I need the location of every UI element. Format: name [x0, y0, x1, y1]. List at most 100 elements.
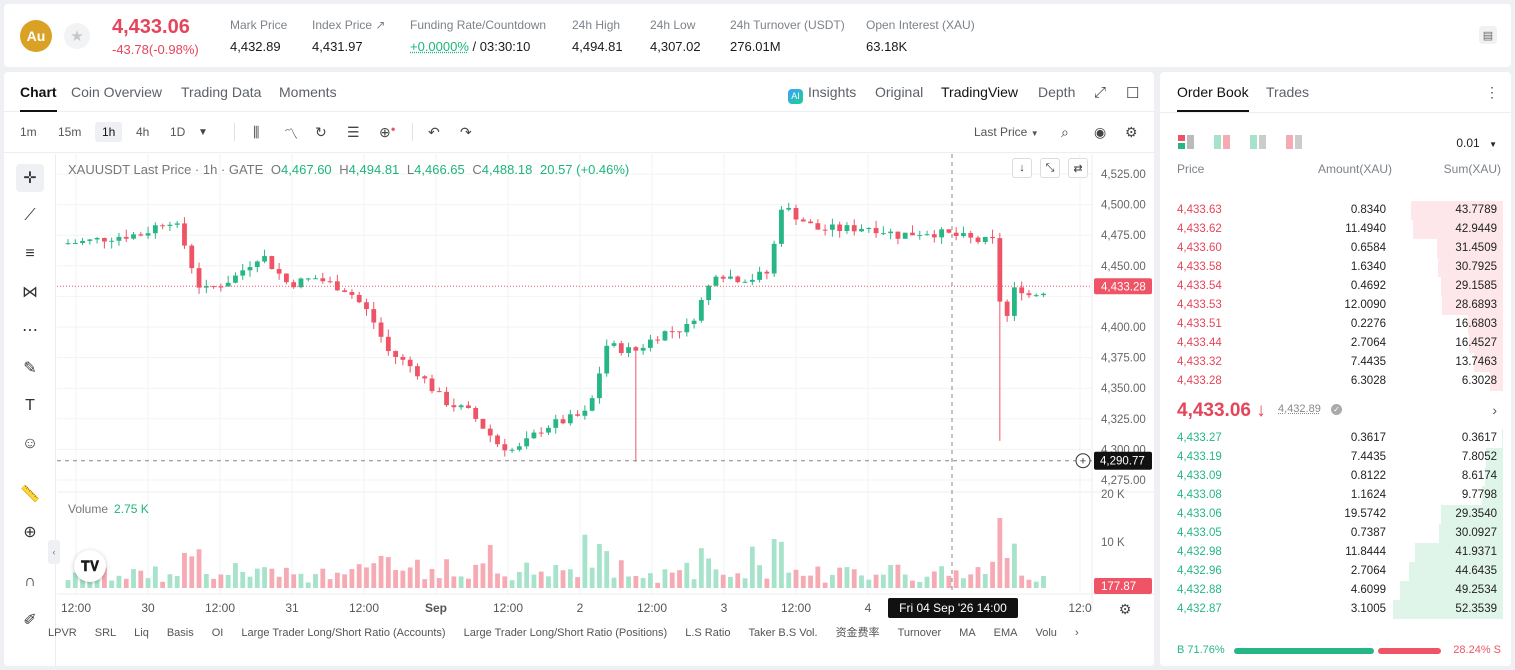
bid-row[interactable]: 4,433.08 1.1624 9.7798 [1160, 486, 1511, 505]
book-both-layout-icon[interactable] [1178, 135, 1194, 149]
ask-row[interactable]: 4,433.62 11.4940 42.9449 [1160, 220, 1511, 239]
crosshair-icon[interactable]: ✛ [16, 164, 44, 192]
add-alert-icon[interactable]: ⊕● [379, 124, 396, 140]
indicator-item[interactable]: Large Trader Long/Short Ratio (Positions… [463, 627, 668, 639]
tab-moments[interactable]: Moments [279, 84, 337, 100]
emoji-icon[interactable]: ☺ [21, 435, 39, 452]
bid-row[interactable]: 4,432.88 4.6099 49.2534 [1160, 581, 1511, 600]
indicator-item[interactable]: Turnover [897, 627, 942, 639]
window-icon[interactable]: ☐ [1126, 85, 1140, 102]
indicator-item[interactable]: OI [211, 627, 224, 639]
view-original[interactable]: Original [875, 84, 924, 100]
view-tradingview[interactable]: TradingView [941, 84, 1019, 100]
projection-icon[interactable]: ⋯ [22, 322, 38, 339]
view-depth[interactable]: Depth [1038, 84, 1076, 100]
ask-row[interactable]: 4,433.51 0.2276 16.6803 [1160, 315, 1511, 334]
redo-icon[interactable]: ↷ [460, 124, 472, 140]
timeframe-1h[interactable]: 1h [95, 122, 123, 142]
ask-row[interactable]: 4,433.54 0.4692 29.1585 [1160, 277, 1511, 296]
bid-row[interactable]: 4,433.27 0.3617 0.3617 [1160, 429, 1511, 448]
candlestick-chart[interactable]: 4,525.00 4,500.00 4,475.00 4,450.00 4,400.00… [4, 72, 1154, 666]
bid-row[interactable]: 4,432.96 2.7064 44.6435 [1160, 562, 1511, 581]
magnet-icon[interactable]: ∩ [24, 573, 36, 590]
zoom-in-icon[interactable]: ⊕ [23, 524, 37, 541]
timeframe-dropdown-icon[interactable]: ▼ [198, 127, 208, 138]
candle-body [334, 281, 340, 291]
ruler-icon[interactable]: 📏 [20, 486, 40, 503]
tab-order-book[interactable]: Order Book [1177, 84, 1249, 112]
pattern-icon[interactable]: ⋈ [22, 284, 38, 301]
more-options-icon[interactable]: ⋮ [1485, 84, 1499, 100]
tradingview-logo[interactable]: 𝐓𝐕 [74, 550, 106, 582]
indicator-item[interactable]: LPVR [48, 627, 77, 639]
crosshair-price-label: 4,290.77 [1100, 456, 1145, 468]
indicator-item[interactable]: Volu [1035, 627, 1057, 639]
tab-trades[interactable]: Trades [1266, 84, 1310, 100]
ask-row[interactable]: 4,433.32 7.4435 13.7463 [1160, 353, 1511, 372]
undo-icon[interactable]: ↶ [428, 124, 440, 140]
ask-row[interactable]: 4,433.28 6.3028 6.3028 [1160, 372, 1511, 391]
indicator-item[interactable]: L.S Ratio [685, 627, 731, 639]
indicator-item[interactable]: Liq [134, 627, 149, 639]
funding-rate-value[interactable]: +0.0000% [410, 39, 469, 54]
ask-row[interactable]: 4,433.63 0.8340 43.7789 [1160, 201, 1511, 220]
bid-row[interactable]: 4,433.05 0.7387 30.0927 [1160, 524, 1511, 543]
indicator-item[interactable]: SRL [94, 627, 117, 639]
pencil-lock-icon[interactable]: ✐ [23, 612, 37, 629]
timeframe-15m[interactable]: 15m [58, 125, 82, 139]
chevron-right-icon[interactable]: › [1492, 402, 1497, 418]
indicator-item[interactable]: EMA [993, 627, 1018, 639]
swap-icon[interactable]: ⇄ [1068, 158, 1088, 178]
document-icon[interactable]: ▤ [1479, 26, 1497, 44]
tab-chart[interactable]: Chart [20, 84, 57, 112]
tab-trading-data[interactable]: Trading Data [181, 84, 262, 100]
search-icon[interactable]: ⌕ [1061, 124, 1069, 140]
candle-type-icon[interactable]: ⫼ [253, 124, 260, 140]
candle-body [131, 234, 136, 239]
precision-select[interactable]: 0.01 ▼ [1456, 136, 1497, 150]
collapse-toolbar-icon[interactable]: ‹ [48, 540, 60, 564]
tab-coin-overview[interactable]: Coin Overview [71, 84, 163, 100]
book-asks-layout-icon[interactable] [1214, 135, 1230, 149]
bid-row[interactable]: 4,433.19 7.4435 7.8052 [1160, 448, 1511, 467]
bid-row[interactable]: 4,432.98 11.8444 41.9371 [1160, 543, 1511, 562]
ask-row[interactable]: 4,433.58 1.6340 30.7925 [1160, 258, 1511, 277]
indicators-icon[interactable]: 〽 [284, 126, 298, 142]
indicator-item[interactable]: Basis [166, 627, 194, 639]
divider [412, 123, 413, 141]
chevron-right-icon[interactable]: › [1074, 627, 1079, 639]
bid-row[interactable]: 4,433.06 19.5742 29.3540 [1160, 505, 1511, 524]
bid-row[interactable]: 4,432.87 3.1005 52.3539 [1160, 600, 1511, 619]
volume-bar [473, 564, 479, 588]
ask-row[interactable]: 4,433.60 0.6584 31.4509 [1160, 239, 1511, 258]
templates-icon[interactable]: ☰ [347, 124, 360, 140]
favorite-star-icon[interactable]: ★ [64, 23, 90, 49]
ask-row[interactable]: 4,433.44 2.7064 16.4527 [1160, 334, 1511, 353]
timeframe-1d[interactable]: 1D [170, 125, 186, 139]
ask-row[interactable]: 4,433.53 12.0090 28.6893 [1160, 296, 1511, 315]
indicator-item[interactable]: MA [959, 627, 976, 639]
indicator-item[interactable]: Large Trader Long/Short Ratio (Accounts) [241, 627, 446, 639]
arrow-down-icon[interactable]: ↓ [1012, 158, 1032, 178]
timeframe-1m[interactable]: 1m [20, 125, 37, 139]
collapse-icon[interactable]: ⤡ [1040, 158, 1060, 178]
gear-icon[interactable]: ⚙ [1125, 124, 1138, 140]
view-insights[interactable]: AI Insights [788, 84, 856, 104]
candle-body [939, 229, 944, 238]
compare-icon[interactable]: ↻ [315, 124, 327, 140]
volume-bar [531, 574, 537, 588]
indicator-item[interactable]: Taker B.S Vol. [748, 627, 818, 639]
fullscreen-icon[interactable]: ⤢ [1094, 84, 1107, 101]
price-type-select[interactable]: Last Price ▼ [974, 125, 1039, 139]
timeframe-4h[interactable]: 4h [136, 125, 150, 139]
stat-index-price[interactable]: Index Price ↗ 4,431.97 [312, 18, 386, 54]
text-tool-icon[interactable]: T [25, 397, 35, 414]
camera-icon[interactable]: ◉ [1094, 124, 1107, 140]
bid-row[interactable]: 4,433.09 0.8122 8.6174 [1160, 467, 1511, 486]
book-bids-layout-icon[interactable] [1250, 135, 1266, 149]
trendline-icon[interactable]: ⟋ [24, 207, 36, 224]
book-sells-layout-icon[interactable] [1286, 135, 1302, 149]
brush-icon[interactable]: ✎ [23, 360, 37, 377]
indicator-item[interactable]: 资金费率 [835, 627, 880, 639]
fib-lines-icon[interactable]: ≡ [25, 245, 35, 262]
